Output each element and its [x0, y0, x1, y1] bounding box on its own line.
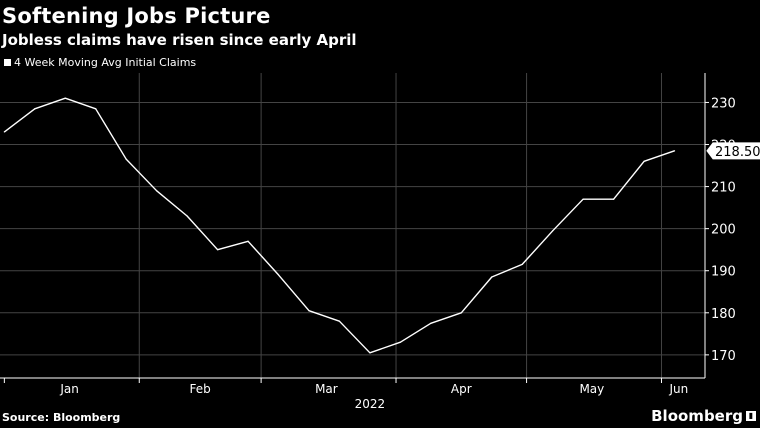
data-point — [125, 158, 127, 160]
data-point — [247, 240, 249, 242]
y-tick-label: 210 — [711, 181, 736, 196]
brand-logo: Bloomberg ▮ — [651, 407, 756, 425]
data-point — [34, 108, 36, 110]
data-point — [521, 263, 523, 266]
data-point — [156, 190, 158, 192]
source-note: Source: Bloomberg — [2, 411, 121, 424]
x-tick-label: Apr — [451, 382, 472, 396]
legend-label: 4 Week Moving Avg Initial Claims — [14, 56, 197, 69]
data-point — [3, 131, 5, 133]
data-point — [399, 341, 401, 343]
data-point — [643, 160, 645, 162]
last-value-flag — [706, 142, 760, 160]
data-point — [186, 215, 188, 217]
data-point — [582, 198, 584, 200]
x-tick-label: Jun — [669, 382, 689, 396]
data-point — [430, 322, 432, 324]
data-point — [308, 310, 310, 312]
data-point — [95, 108, 97, 110]
y-tick-label: 230 — [711, 96, 736, 111]
brand-name: Bloomberg — [651, 407, 743, 425]
data-point — [673, 150, 676, 152]
data-point — [216, 249, 219, 251]
data-point — [491, 276, 493, 278]
data-point — [338, 320, 341, 322]
series-line — [3, 97, 675, 354]
y-tick-label: 180 — [711, 307, 736, 322]
y-tick-label: 190 — [711, 265, 736, 280]
bloomberg-terminal-icon: ▮ — [746, 411, 756, 421]
data-point — [277, 274, 280, 276]
data-point — [460, 312, 462, 314]
x-year-label: 2022 — [355, 397, 386, 411]
x-tick-label: Feb — [190, 382, 211, 396]
data-point — [64, 97, 66, 99]
y-tick-label: 170 — [711, 349, 736, 364]
data-point — [552, 230, 554, 232]
data-point — [613, 198, 615, 200]
x-tick-label: Jan — [59, 382, 79, 396]
legend: 4 Week Moving Avg Initial Claims — [4, 56, 196, 69]
chart-subtitle: Jobless claims have risen since early Ap… — [2, 31, 357, 49]
legend-swatch — [4, 59, 11, 66]
x-tick-label: Mar — [315, 382, 338, 396]
data-point — [369, 352, 371, 354]
chart-title: Softening Jobs Picture — [2, 4, 271, 28]
last-value-label: 218.500 — [715, 145, 760, 160]
y-tick-label: 200 — [711, 223, 736, 238]
x-tick-label: May — [579, 382, 604, 396]
